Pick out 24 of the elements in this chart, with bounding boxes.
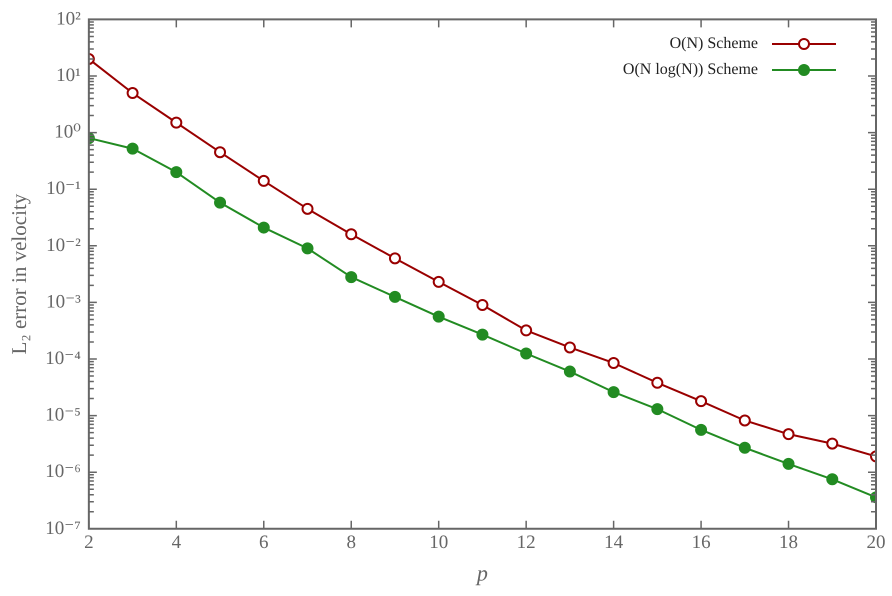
y-tick-label: 10⁻⁴ [45,348,82,369]
y-tick-label: 10⁻⁵ [45,404,81,426]
x-tick-label: 10 [429,532,448,554]
y-axis-title: L₂ error in velocity [7,193,32,354]
y-tick-label: 10⁻⁷ [45,518,81,539]
x-axis-title: p [474,560,488,586]
y-tick-label: 10⁻² [46,234,82,256]
y-tick-label: 10¹ [56,64,82,86]
y-tick-label: 10⁰ [54,122,82,143]
y-tick-label: 10⁻³ [46,291,82,312]
y-tick-label: 10² [56,8,82,30]
x-tick-label: 14 [604,532,624,554]
x-tick-label: 20 [866,532,886,554]
x-tick-label: 12 [516,532,536,554]
x-tick-label: 8 [346,532,356,554]
x-tick-label: 6 [259,532,269,554]
x-tick-label: 4 [172,532,182,554]
x-tick-label: 16 [692,532,711,554]
x-tick-label: 18 [779,532,798,554]
y-tick-label: 10⁻⁶ [45,461,81,482]
legend-label: O(N) Scheme [670,34,758,54]
y-tick-label: 10⁻¹ [46,178,82,200]
x-tick-label: 2 [84,532,94,554]
legend-label: O(N log(N)) Scheme [622,60,758,80]
